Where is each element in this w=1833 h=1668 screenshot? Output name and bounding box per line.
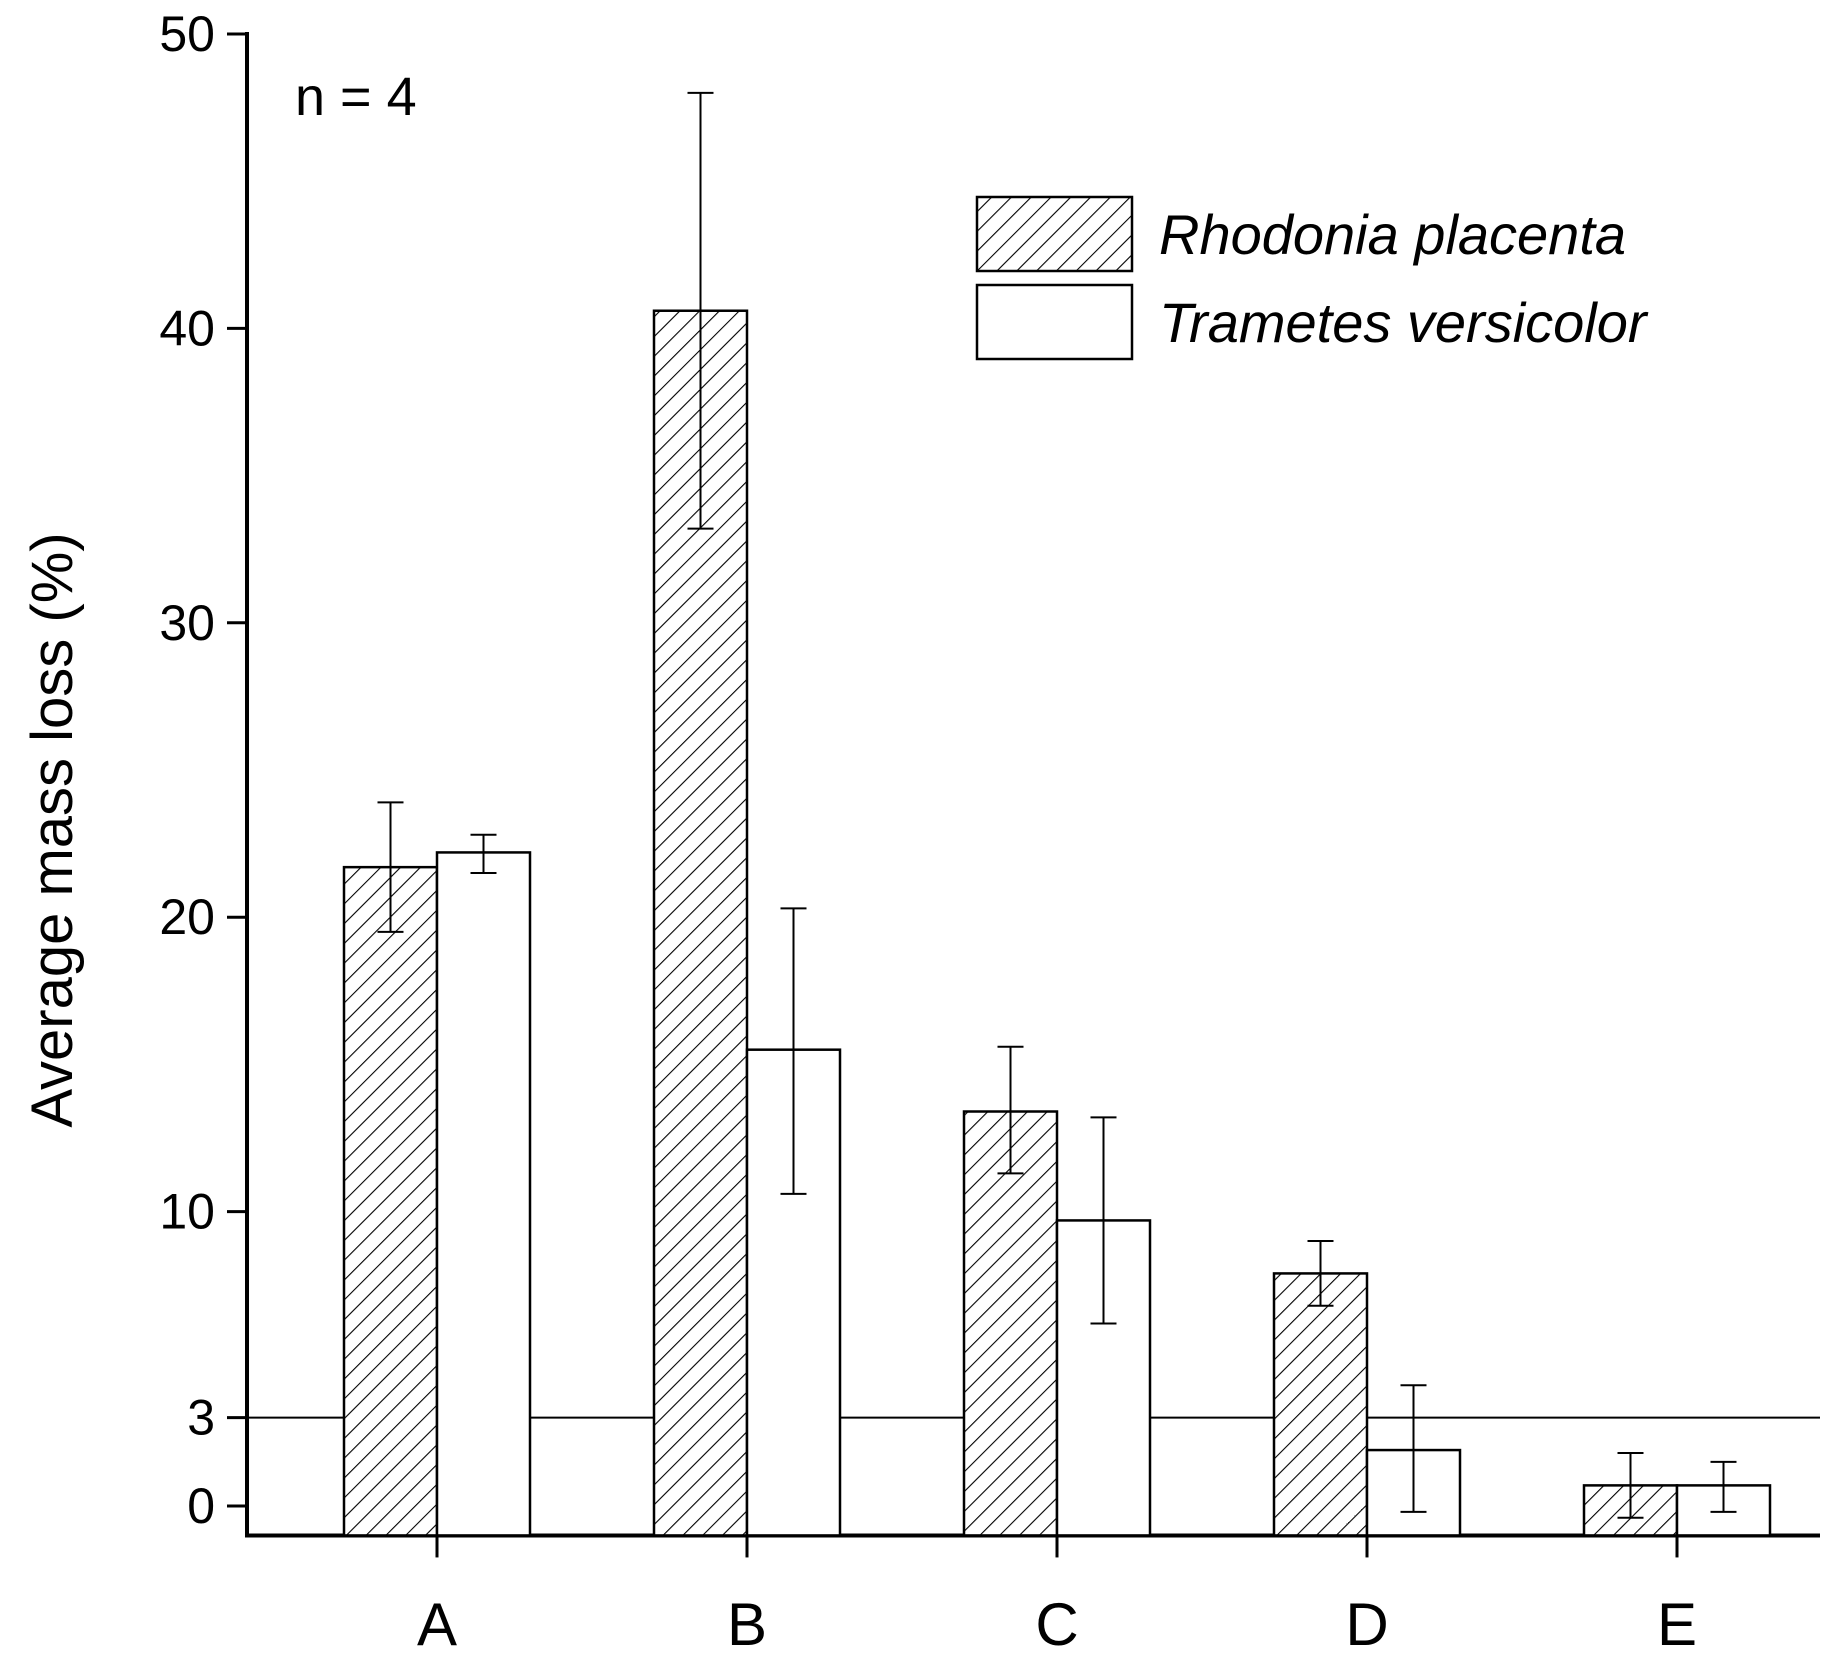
x-tick-label: A [417, 1591, 457, 1658]
x-tick-label: B [727, 1591, 767, 1658]
bar-rhodonia-A [342, 865, 439, 1537]
y-tick-label: 40 [159, 300, 215, 356]
legend-label: Trametes versicolor [1159, 291, 1649, 354]
y-tick-label: 20 [159, 889, 215, 945]
bar-rhodonia-C [962, 1110, 1059, 1537]
y-tick-label: 3 [187, 1390, 215, 1446]
y-tick-label: 30 [159, 595, 215, 651]
y-tick-label: 10 [159, 1184, 215, 1240]
x-tick-label: D [1345, 1591, 1388, 1658]
plot-area: 0 3 10 20 30 40 50 A B C D E [159, 6, 1820, 1658]
x-tick-label: E [1657, 1591, 1697, 1658]
y-axis-title: Average mass loss (%) [20, 532, 85, 1127]
bar-rhodonia-D [1272, 1272, 1369, 1537]
y-tick-label: 50 [159, 6, 215, 62]
y-tick-label: 0 [187, 1478, 215, 1534]
x-tick-label: C [1035, 1591, 1078, 1658]
legend-label: Rhodonia placenta [1159, 203, 1626, 266]
legend-swatch-rhodonia [975, 195, 1134, 273]
bar-trametes-A [435, 851, 532, 1537]
sample-size-annotation: n = 4 [295, 67, 417, 127]
legend-swatch-trametes [975, 283, 1134, 361]
legend: Rhodonia placenta Trametes versicolor [975, 195, 1649, 361]
